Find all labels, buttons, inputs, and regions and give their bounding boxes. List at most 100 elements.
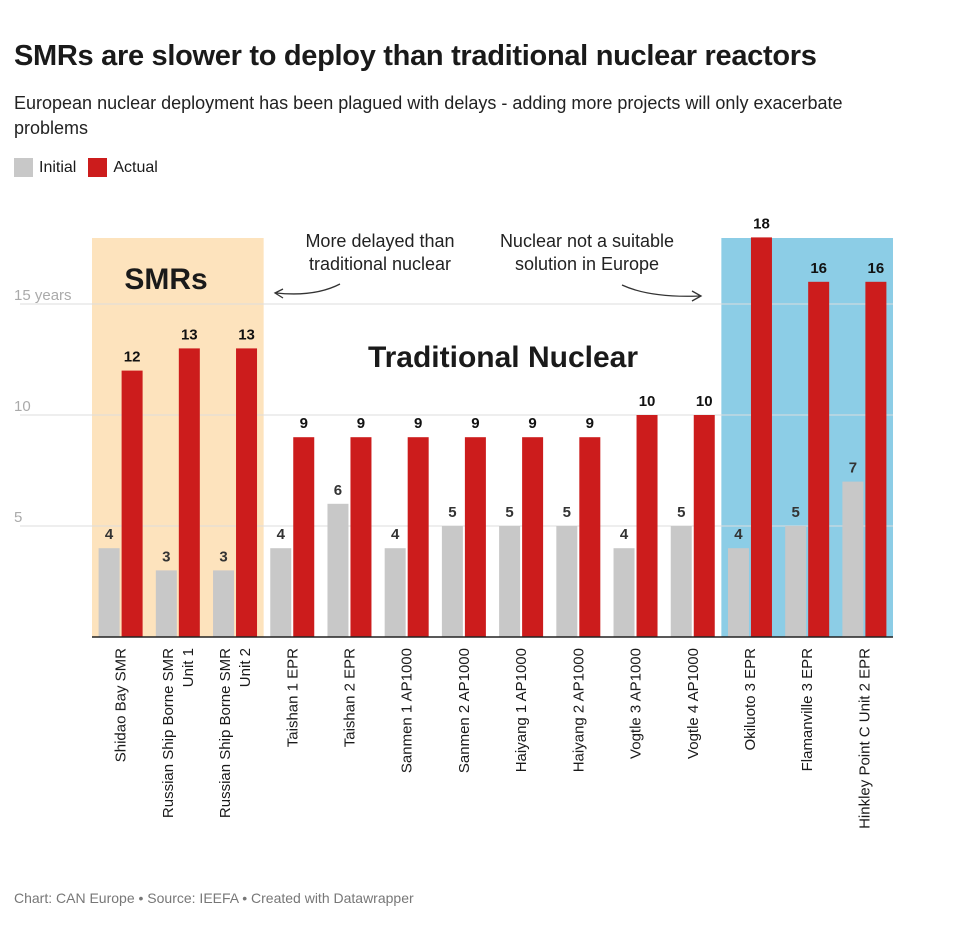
data-label-actual: 16 xyxy=(810,260,827,277)
gridlines: 5 10 15 years xyxy=(14,287,893,527)
legend-swatch-actual xyxy=(88,158,108,177)
annotations: SMRs Traditional Nuclear More delayed th… xyxy=(124,231,703,374)
data-label-initial: 5 xyxy=(677,504,685,521)
data-label-actual: 9 xyxy=(357,415,365,432)
data-label-actual: 13 xyxy=(238,326,255,343)
data-label-actual: 9 xyxy=(414,415,422,432)
bar-actual xyxy=(808,281,830,637)
x-tick-label: Haiyang 1 AP1000 xyxy=(513,648,530,772)
highlight-regions xyxy=(92,238,893,637)
bar-initial xyxy=(441,526,463,637)
bars: 4 12 3 13 3 13 4 9 6 9 4 9 5 9 5 9 5 9 4 10 5 10 4 18 5 16 7 16 xyxy=(98,215,887,637)
bar-initial xyxy=(613,548,635,637)
smr-region-label: SMRs xyxy=(124,263,207,296)
data-label-actual: 16 xyxy=(868,260,885,277)
data-label-actual: 10 xyxy=(696,393,713,410)
bar-actual xyxy=(121,370,143,637)
data-label-initial: 5 xyxy=(792,504,800,521)
bar-actual xyxy=(464,437,486,637)
y-tick-label: 10 xyxy=(14,398,31,415)
x-tick-label: Hinkley Point C Unit 2 EPR xyxy=(856,648,873,829)
note-left-line1: More delayed than xyxy=(305,231,454,251)
data-label-actual: 9 xyxy=(528,415,536,432)
traditional-nuclear-label: Traditional Nuclear xyxy=(368,341,638,374)
bar-initial xyxy=(155,570,177,637)
bar-actual xyxy=(178,348,200,637)
bar-actual xyxy=(636,415,658,637)
bar-actual xyxy=(350,437,372,637)
note-left-line2: traditional nuclear xyxy=(309,254,451,274)
bar-initial xyxy=(213,570,235,637)
bar-actual xyxy=(693,415,715,637)
data-label-actual: 18 xyxy=(753,215,770,232)
bar-initial xyxy=(670,526,692,637)
y-tick-label: 15 years xyxy=(14,287,72,304)
data-label-initial: 4 xyxy=(277,526,286,543)
x-tick-label: Sanmen 2 AP1000 xyxy=(456,648,473,773)
x-tick-label: Shidao Bay SMR xyxy=(113,648,130,762)
legend-item-initial: Initial xyxy=(14,158,76,177)
bar-actual xyxy=(750,237,772,637)
bar-initial xyxy=(499,526,521,637)
bar-actual xyxy=(865,281,887,637)
legend-label-initial: Initial xyxy=(39,158,77,176)
bar-initial xyxy=(842,481,864,637)
bar-initial xyxy=(785,526,807,637)
x-tick-label: Vogtle 3 AP1000 xyxy=(628,648,645,759)
note-left-arrowhead xyxy=(273,288,284,299)
bar-initial xyxy=(556,526,578,637)
legend-swatch-initial xyxy=(14,158,33,177)
chart-title: SMRs are slower to deploy than tradition… xyxy=(14,40,817,72)
x-tick-label: Taishan 1 EPR xyxy=(284,648,301,747)
legend-label-actual: Actual xyxy=(113,158,158,176)
x-axis-labels: Shidao Bay SMR Russian Ship Borne SMR Unit… xyxy=(113,648,874,829)
x-tick-label: Taishan 2 EPR xyxy=(341,648,358,747)
data-label-initial: 3 xyxy=(219,548,227,565)
legend: Initial Actual xyxy=(14,158,158,177)
bar-actual xyxy=(579,437,601,637)
bar-initial xyxy=(327,503,349,637)
data-label-initial: 7 xyxy=(849,460,857,477)
y-tick-label: 5 xyxy=(14,509,22,526)
data-label-initial: 6 xyxy=(334,482,342,499)
data-label-initial: 5 xyxy=(448,504,456,521)
data-label-initial: 4 xyxy=(734,526,743,543)
bar-actual xyxy=(236,348,258,637)
bar-initial xyxy=(727,548,749,637)
x-tick-label: Haiyang 2 AP1000 xyxy=(570,648,587,772)
x-tick-label: Russian Ship Borne SMR xyxy=(160,648,177,818)
chart-subtitle: European nuclear deployment has been pla… xyxy=(14,93,843,138)
x-tick-label: Unit 2 xyxy=(237,648,254,687)
data-label-initial: 4 xyxy=(620,526,629,543)
note-right-arrowhead xyxy=(691,290,703,302)
note-left-arrow xyxy=(275,283,341,295)
x-tick-label: Vogtle 4 AP1000 xyxy=(685,648,702,759)
data-label-initial: 5 xyxy=(563,504,571,521)
note-right-arrow xyxy=(621,284,701,297)
data-label-initial: 3 xyxy=(162,548,170,565)
note-right-line1: Nuclear not a suitable xyxy=(500,231,674,251)
x-tick-label: Unit 1 xyxy=(180,648,197,687)
data-label-actual: 13 xyxy=(181,326,198,343)
bar-actual xyxy=(407,437,429,637)
x-tick-label: Russian Ship Borne SMR xyxy=(217,648,234,818)
data-label-initial: 5 xyxy=(505,504,513,521)
data-label-actual: 9 xyxy=(471,415,479,432)
x-tick-label: Okiluoto 3 EPR xyxy=(742,648,759,751)
bar-actual xyxy=(293,437,315,637)
bar-initial xyxy=(98,548,120,637)
bar-initial xyxy=(270,548,292,637)
x-tick-label: Flamanville 3 EPR xyxy=(799,648,816,772)
data-label-actual: 9 xyxy=(586,415,594,432)
bar-initial xyxy=(384,548,406,637)
bar-actual xyxy=(522,437,544,637)
data-label-initial: 4 xyxy=(105,526,114,543)
footer-credit: Chart: CAN Europe • Source: IEEFA • Crea… xyxy=(14,890,414,906)
data-label-actual: 10 xyxy=(639,393,656,410)
note-right-line2: solution in Europe xyxy=(515,254,659,274)
legend-item-actual: Actual xyxy=(88,158,158,177)
data-label-initial: 4 xyxy=(391,526,400,543)
x-tick-label: Sanmen 1 AP1000 xyxy=(399,648,416,773)
data-label-actual: 12 xyxy=(124,349,141,366)
